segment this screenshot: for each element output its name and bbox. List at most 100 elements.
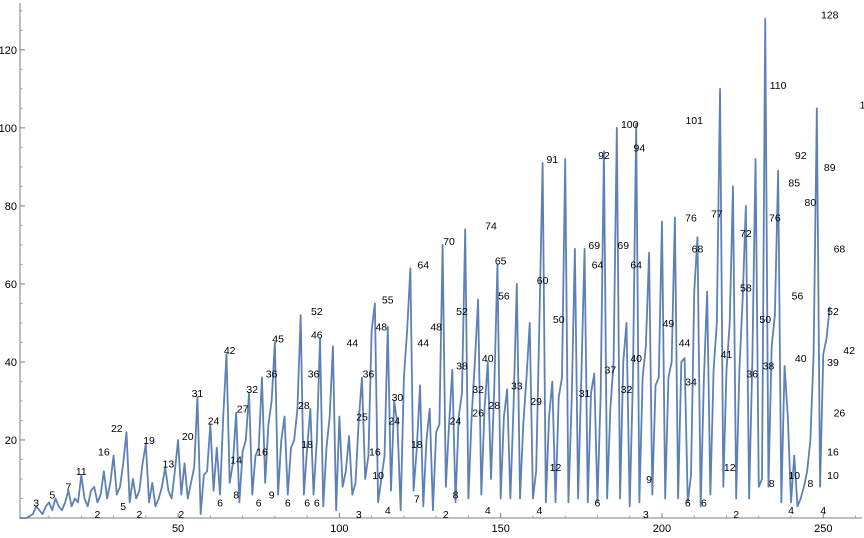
data-label: 9 — [269, 489, 275, 501]
data-label: 28 — [298, 400, 310, 412]
data-label: 45 — [272, 333, 284, 345]
data-label: 42 — [224, 345, 236, 357]
data-label: 8 — [453, 489, 459, 501]
y-tick-label: 80 — [5, 201, 17, 213]
data-label: 2 — [443, 509, 449, 521]
data-label: 5 — [120, 501, 126, 513]
data-label: 44 — [417, 337, 429, 349]
data-label: 36 — [746, 369, 758, 381]
data-label: 10 — [827, 470, 839, 482]
series-line — [19, 17, 831, 519]
data-label: 4 — [485, 505, 491, 517]
data-label: 8 — [769, 478, 775, 490]
data-label: 2 — [178, 509, 184, 521]
data-label: 68 — [834, 244, 846, 256]
data-label: 70 — [443, 236, 455, 248]
data-label: 40 — [630, 353, 642, 365]
data-label: 48 — [430, 322, 442, 334]
data-label: 36 — [308, 369, 320, 381]
data-label: 94 — [634, 142, 646, 154]
data-label: 18 — [411, 439, 423, 451]
data-label: 31 — [579, 388, 591, 400]
data-label: 101 — [685, 115, 703, 127]
data-labels: 3571116222521913202312464214827326163694… — [33, 10, 864, 521]
data-label: 52 — [456, 306, 468, 318]
data-label: 6 — [285, 497, 291, 509]
data-label: 48 — [375, 322, 387, 334]
data-label: 44 — [679, 337, 691, 349]
data-label: 3 — [643, 509, 649, 521]
data-label: 110 — [770, 80, 787, 92]
data-label: 76 — [685, 212, 697, 224]
data-label: 25 — [356, 411, 368, 423]
data-label: 74 — [485, 220, 497, 232]
data-label: 44 — [346, 337, 358, 349]
data-label: 89 — [824, 162, 836, 174]
data-label: 4 — [536, 505, 542, 517]
data-label: 9 — [646, 474, 652, 486]
data-label: 10 — [788, 470, 800, 482]
data-label: 8 — [807, 478, 813, 490]
x-tick-label: 250 — [814, 523, 832, 535]
data-label: 69 — [617, 240, 629, 252]
data-label: 91 — [546, 154, 558, 166]
data-label: 24 — [388, 415, 400, 427]
data-label: 18 — [301, 439, 313, 451]
y-tick-label: 60 — [5, 279, 17, 291]
data-label: 36 — [363, 369, 375, 381]
data-label: 34 — [685, 376, 697, 388]
data-label: 3 — [356, 509, 362, 521]
data-label: 36 — [266, 369, 278, 381]
y-tick-label: 40 — [5, 357, 17, 369]
data-label: 6 — [595, 497, 601, 509]
data-label: 77 — [711, 209, 723, 221]
data-label: 85 — [788, 177, 800, 189]
data-label: 29 — [530, 396, 542, 408]
data-label: 40 — [795, 353, 807, 365]
data-label: 60 — [537, 275, 549, 287]
data-label: 72 — [740, 228, 752, 240]
data-label: 50 — [553, 314, 565, 326]
data-label: 10 — [372, 470, 384, 482]
data-label: 68 — [692, 244, 704, 256]
data-label: 64 — [592, 259, 604, 271]
data-label: 12 — [550, 462, 562, 474]
data-label: 11 — [76, 466, 87, 478]
data-label: 6 — [685, 497, 691, 509]
data-label: 42 — [843, 345, 855, 357]
data-label: 13 — [163, 458, 175, 470]
data-label: 31 — [192, 388, 204, 400]
data-label: 7 — [414, 493, 420, 505]
data-label: 64 — [417, 259, 429, 271]
data-label: 16 — [98, 447, 110, 459]
data-label: 3 — [33, 497, 39, 509]
data-label: 14 — [230, 454, 242, 466]
data-label: 92 — [795, 150, 807, 162]
data-label: 12 — [724, 462, 736, 474]
data-label: 4 — [820, 505, 826, 517]
data-label: 32 — [472, 384, 484, 396]
data-label: 6 — [314, 497, 320, 509]
data-label: 52 — [311, 306, 323, 318]
x-tick-label: 100 — [330, 523, 348, 535]
data-label: 24 — [450, 415, 462, 427]
data-label: 46 — [311, 330, 323, 342]
data-label: 16 — [369, 447, 381, 459]
data-label: 2 — [95, 509, 101, 521]
data-label: 7 — [65, 482, 71, 494]
data-label: 39 — [827, 357, 839, 369]
data-label: 64 — [630, 259, 642, 271]
data-label: 6 — [217, 497, 223, 509]
data-label: 65 — [495, 255, 507, 267]
data-label: 40 — [482, 353, 494, 365]
data-label: 92 — [598, 150, 610, 162]
data-label: 28 — [488, 400, 500, 412]
data-label: 76 — [769, 212, 781, 224]
data-label: 55 — [382, 294, 394, 306]
data-label: 6 — [256, 497, 262, 509]
data-label: 26 — [472, 408, 484, 420]
data-label: 6 — [304, 497, 310, 509]
